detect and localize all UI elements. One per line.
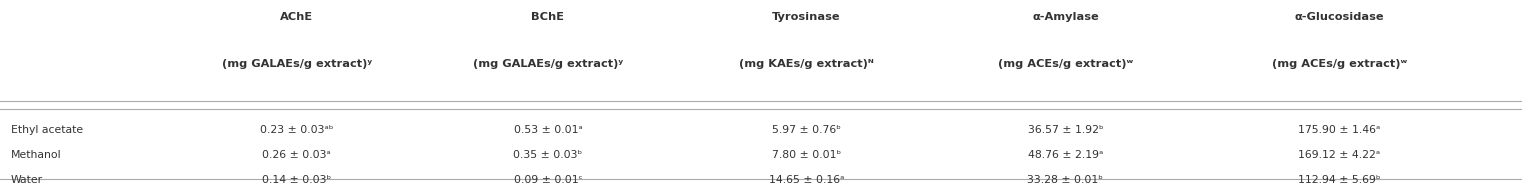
Text: Water: Water xyxy=(11,175,43,185)
Text: 0.35 ± 0.03ᵇ: 0.35 ± 0.03ᵇ xyxy=(513,150,583,160)
Text: 14.65 ± 0.16ᵃ: 14.65 ± 0.16ᵃ xyxy=(769,175,845,185)
Text: 0.14 ± 0.03ᵇ: 0.14 ± 0.03ᵇ xyxy=(262,175,332,185)
Text: 48.76 ± 2.19ᵃ: 48.76 ± 2.19ᵃ xyxy=(1027,150,1103,160)
Text: Tyrosinase: Tyrosinase xyxy=(772,12,842,22)
Text: AChE: AChE xyxy=(280,12,314,22)
Text: (mg GALAEs/g extract)ʸ: (mg GALAEs/g extract)ʸ xyxy=(222,59,371,69)
Text: α-Amylase: α-Amylase xyxy=(1032,12,1099,22)
Text: Methanol: Methanol xyxy=(11,150,61,160)
Text: 0.09 ± 0.01ᶜ: 0.09 ± 0.01ᶜ xyxy=(513,175,583,185)
Text: 33.28 ± 0.01ᵇ: 33.28 ± 0.01ᵇ xyxy=(1027,175,1103,185)
Text: 112.94 ± 5.69ᵇ: 112.94 ± 5.69ᵇ xyxy=(1298,175,1380,185)
Text: Ethyl acetate: Ethyl acetate xyxy=(11,125,82,135)
Text: (mg ACEs/g extract)ʷ: (mg ACEs/g extract)ʷ xyxy=(1272,59,1406,69)
Text: 169.12 ± 4.22ᵃ: 169.12 ± 4.22ᵃ xyxy=(1298,150,1380,160)
Text: 5.97 ± 0.76ᵇ: 5.97 ± 0.76ᵇ xyxy=(772,125,842,135)
Text: (mg GALAEs/g extract)ʸ: (mg GALAEs/g extract)ʸ xyxy=(473,59,622,69)
Text: 7.80 ± 0.01ᵇ: 7.80 ± 0.01ᵇ xyxy=(772,150,842,160)
Text: (mg KAEs/g extract)ᴺ: (mg KAEs/g extract)ᴺ xyxy=(740,59,874,69)
Text: (mg ACEs/g extract)ʷ: (mg ACEs/g extract)ʷ xyxy=(998,59,1132,69)
Text: α-Glucosidase: α-Glucosidase xyxy=(1295,12,1383,22)
Text: 175.90 ± 1.46ᵃ: 175.90 ± 1.46ᵃ xyxy=(1298,125,1380,135)
Text: BChE: BChE xyxy=(531,12,565,22)
Text: 0.53 ± 0.01ᵃ: 0.53 ± 0.01ᵃ xyxy=(513,125,583,135)
Text: 0.26 ± 0.03ᵃ: 0.26 ± 0.03ᵃ xyxy=(262,150,332,160)
Text: 36.57 ± 1.92ᵇ: 36.57 ± 1.92ᵇ xyxy=(1027,125,1103,135)
Text: 0.23 ± 0.03ᵃᵇ: 0.23 ± 0.03ᵃᵇ xyxy=(260,125,333,135)
